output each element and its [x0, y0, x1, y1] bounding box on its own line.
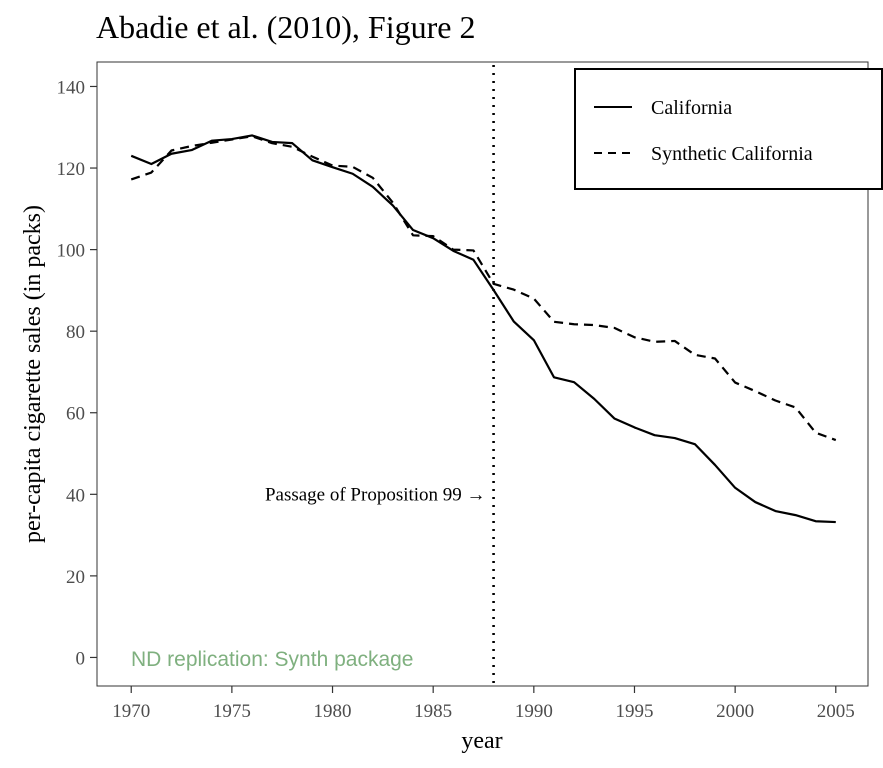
x-axis: 1970 1975 1980 1985 1990 1995 2000 2005 — [112, 686, 855, 722]
chart-title: Abadie et al. (2010), Figure 2 — [96, 9, 475, 45]
replication-caption: ND replication: Synth package — [131, 648, 414, 671]
y-axis: 0 20 40 60 80 100 120 140 — [57, 77, 97, 669]
x-tick-label: 1980 — [314, 701, 352, 722]
series-california — [130, 134, 836, 524]
legend: California Synthetic California — [574, 68, 883, 190]
proposition-annotation: Passage of Proposition 99 → — [265, 484, 486, 505]
series-layer — [130, 134, 837, 524]
series-synthetic-california — [130, 135, 837, 442]
y-tick-label: 0 — [76, 648, 86, 669]
x-tick-label: 2005 — [817, 701, 855, 722]
y-tick-label: 120 — [57, 159, 86, 180]
x-axis-label: year — [461, 728, 502, 754]
x-tick-label: 1970 — [112, 701, 150, 722]
x-tick-label: 1995 — [615, 701, 653, 722]
x-tick-label: 2000 — [716, 701, 754, 722]
legend-label-california: California — [651, 97, 732, 119]
x-tick-label: 1985 — [414, 701, 452, 722]
y-tick-label: 80 — [66, 322, 85, 343]
y-tick-label: 60 — [66, 404, 85, 425]
legend-label-synthetic: Synthetic California — [651, 143, 813, 165]
y-axis-label: per-capita cigarette sales (in packs) — [20, 205, 46, 543]
y-tick-label: 40 — [66, 485, 85, 506]
y-tick-label: 20 — [66, 567, 85, 588]
legend-box — [574, 68, 883, 190]
x-tick-label: 1990 — [515, 701, 553, 722]
y-tick-label: 140 — [57, 77, 86, 98]
y-tick-label: 100 — [57, 241, 86, 262]
x-tick-label: 1975 — [213, 701, 251, 722]
